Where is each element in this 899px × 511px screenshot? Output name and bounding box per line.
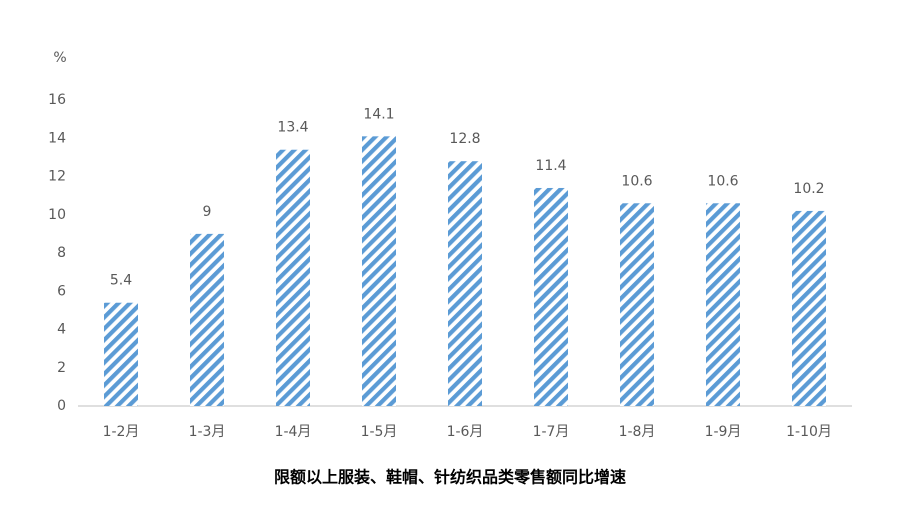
- x-tick-label: 1-10月: [786, 424, 832, 440]
- data-label: 11.4: [535, 158, 566, 174]
- y-tick-label: 0: [57, 398, 66, 414]
- y-tick-label: 6: [57, 283, 66, 299]
- data-label: 5.4: [110, 273, 132, 289]
- x-tick-label: 1-5月: [361, 424, 398, 440]
- x-tick-label: 1-4月: [275, 424, 312, 440]
- bar: [792, 210, 826, 406]
- bar: [362, 136, 396, 406]
- chart-title: 限额以上服装、鞋帽、针纺织品类零售额同比增速: [274, 468, 626, 487]
- bar: [276, 149, 310, 406]
- y-tick-label: 10: [48, 207, 66, 223]
- data-label: 9: [203, 204, 212, 220]
- data-label: 10.2: [793, 181, 824, 197]
- x-tick-label: 1-9月: [705, 424, 742, 440]
- bar: [104, 302, 138, 406]
- x-tick-label: 1-7月: [533, 424, 570, 440]
- data-label: 12.8: [449, 131, 480, 147]
- x-tick-label: 1-8月: [619, 424, 656, 440]
- y-tick-label: 8: [57, 245, 66, 261]
- data-label: 13.4: [277, 120, 308, 136]
- x-tick-label: 1-3月: [189, 424, 226, 440]
- data-label: 10.6: [707, 173, 738, 189]
- y-axis-unit: %: [53, 50, 66, 66]
- y-tick-label: 14: [48, 130, 66, 146]
- bar: [620, 203, 654, 406]
- bar: [706, 203, 740, 406]
- data-label: 10.6: [621, 173, 652, 189]
- data-label: 14.1: [363, 106, 394, 122]
- y-tick-label: 4: [57, 322, 66, 338]
- bar: [448, 161, 482, 406]
- bar: [190, 233, 224, 406]
- bar: [534, 187, 568, 406]
- y-tick-label: 12: [48, 169, 66, 185]
- y-tick-label: 16: [48, 92, 66, 108]
- x-tick-label: 1-2月: [103, 424, 140, 440]
- y-tick-label: 2: [57, 360, 66, 376]
- x-tick-label: 1-6月: [447, 424, 484, 440]
